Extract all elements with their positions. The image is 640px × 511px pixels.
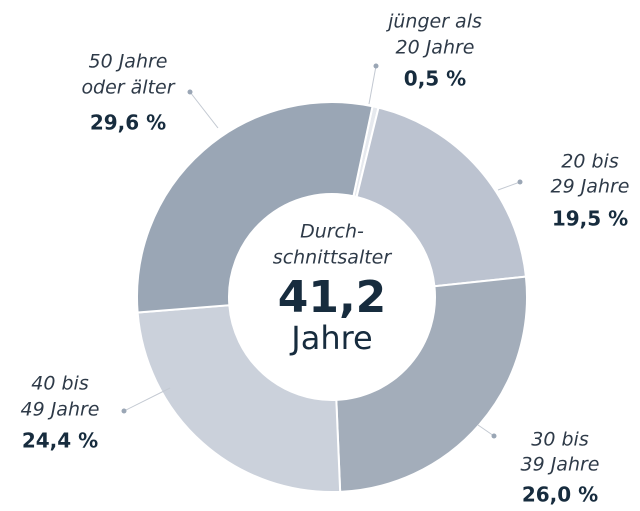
category-label: 50 Jahre [88,51,167,73]
leader-dot [121,408,127,414]
value-label: 19,5 % [552,207,628,231]
donut-slice [136,304,342,493]
leader-line [368,65,377,105]
category-label: 39 Jahre [520,454,599,476]
value-label: 29,6 % [90,111,166,135]
category-label: 49 Jahre [20,399,99,421]
center-label: Durch- [300,221,364,243]
leader-dot [491,433,497,439]
leader-dot [373,63,379,69]
category-label: 20 bis [561,151,619,173]
center-unit: Jahre [289,319,372,357]
center-value: 41,2 [278,272,387,323]
donut-slice [136,101,374,314]
category-label: 29 Jahre [550,176,629,198]
category-label: oder älter [81,77,175,99]
value-label: 24,4 % [22,429,98,453]
leader-line [477,424,495,437]
category-label: jünger als [385,11,482,33]
value-label: 26,0 % [522,483,598,507]
leader-dot [187,89,193,95]
donut-slice [355,106,528,288]
category-label: 20 Jahre [395,37,474,59]
leader-line [123,387,171,412]
leader-line [189,91,219,129]
donut-slice [335,275,528,493]
leader-dot [517,179,523,185]
center-label: schnittsalter [273,247,393,269]
value-label: 0,5 % [404,67,466,91]
leader-line [497,181,521,191]
category-label: 40 bis [31,373,89,395]
category-label: 30 bis [531,429,589,451]
